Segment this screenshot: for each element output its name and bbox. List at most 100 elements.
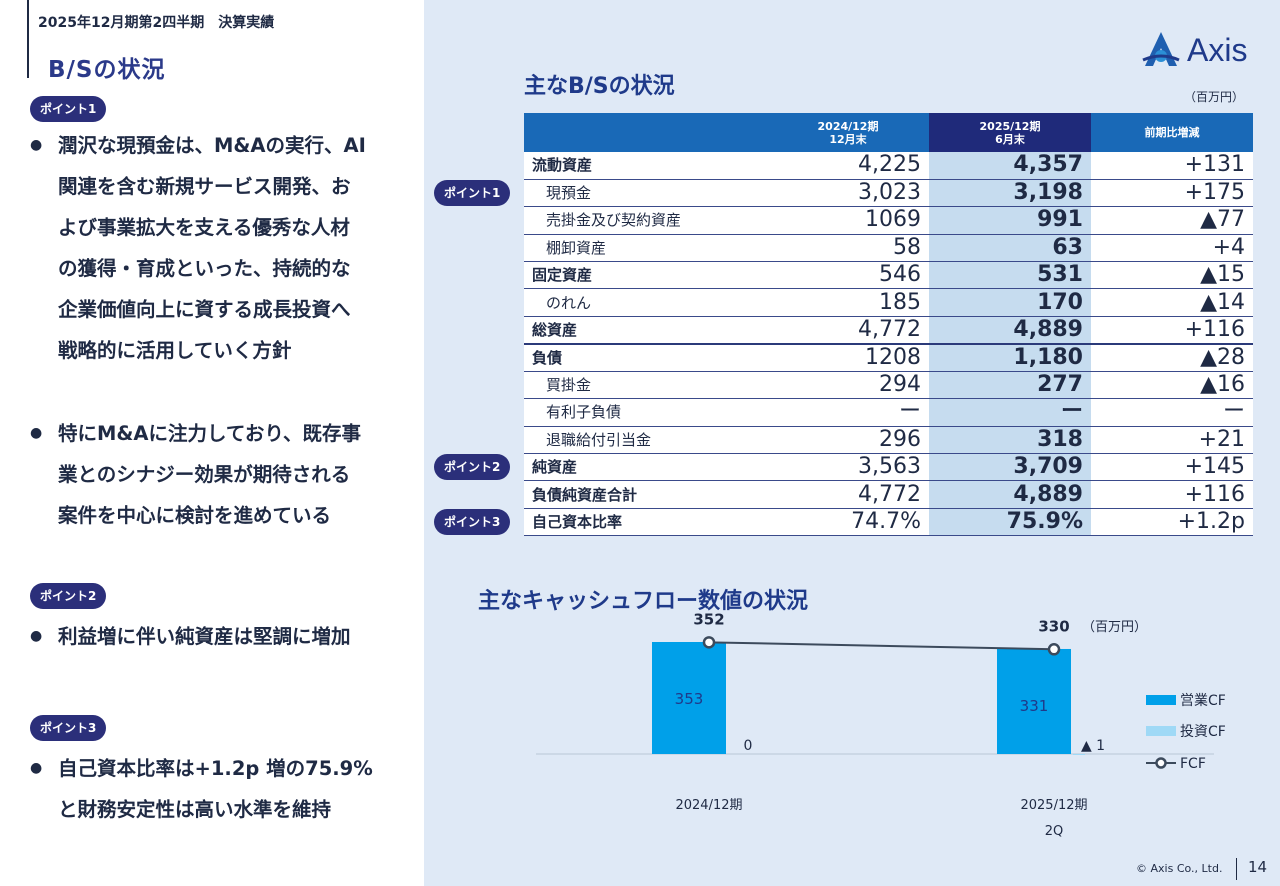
row-point-badge: ポイント2 xyxy=(434,453,511,480)
point-3-bullet-1: ● 自己資本比率は+1.2p 増の75.9% と財務安定性は高い水準を維持 xyxy=(30,748,420,830)
value-2024: 294 xyxy=(767,371,929,400)
point-1-bullet-1: ● 潤沢な現預金は、M&Aの実行、AI 関連を含む新規サービス開発、お よび事業… xyxy=(30,125,420,371)
value-diff: ▲16 xyxy=(1091,371,1253,400)
legend-swatch-investing-cf xyxy=(1146,726,1176,736)
bs-unit-label: （百万円） xyxy=(1184,90,1245,104)
value-diff: +21 xyxy=(1091,426,1253,455)
row-label: のれん xyxy=(524,288,767,317)
bullet-dot-icon: ● xyxy=(30,425,43,441)
value-2024: 4,225 xyxy=(767,152,929,180)
value-2024: ー xyxy=(767,398,929,427)
legend-label-investing-cf: 投資CF xyxy=(1180,724,1226,740)
bs-table: 2024/12期 12月末 2025/12期 6月末 前期比増減 流動資産 4,225… xyxy=(524,113,1253,537)
table-row: 負債 1208 1,180 ▲28 xyxy=(524,343,1253,372)
bullet-text: 特にM&Aに注力しており、既存事 業とのシナジー効果が期待される 案件を中心に検… xyxy=(58,422,362,527)
left-panel: 2025年12月期第2四半期 決算実績 B/Sの状況 ポイント1 ● 潤沢な現預… xyxy=(0,0,424,886)
row-label: 総資産 xyxy=(524,316,767,345)
table-row: 総資産 4,772 4,889 +116 xyxy=(524,316,1253,345)
row-label: 現預金 xyxy=(524,179,767,208)
value-2025: 531 xyxy=(929,261,1091,290)
page-number: 14 xyxy=(1248,858,1268,876)
bullet-text: 自己資本比率は+1.2p 増の75.9% と財務安定性は高い水準を維持 xyxy=(58,757,373,821)
bar-label-investing-cf: 0 xyxy=(744,738,753,754)
value-diff: ▲15 xyxy=(1091,261,1253,290)
point-badge-2: ポイント2 xyxy=(30,583,107,609)
legend-swatch-fcf-point xyxy=(1155,757,1167,769)
breadcrumb: 2025年12月期第2四半期 決算実績 xyxy=(38,15,275,31)
header-divider xyxy=(27,0,29,78)
table-row: 純資産 3,563 3,709 +145 xyxy=(524,453,1253,482)
row-label: 純資産 xyxy=(524,453,767,482)
bar-label-investing-cf: ▲ 1 xyxy=(1081,738,1105,754)
bar-label-operating-cf: 353 xyxy=(675,690,704,708)
table-row: 買掛金 294 277 ▲16 xyxy=(524,371,1253,400)
row-label: 買掛金 xyxy=(524,371,767,400)
value-2025: 318 xyxy=(929,426,1091,455)
table-row: 流動資産 4,225 4,357 +131 xyxy=(524,152,1253,180)
row-point-badge: ポイント1 xyxy=(434,179,511,206)
row-label: 負債純資産合計 xyxy=(524,480,767,509)
legend-label-operating-cf: 営業CF xyxy=(1180,693,1226,709)
x-tick-label: 2025/12期 xyxy=(1020,798,1087,813)
value-2024: 546 xyxy=(767,261,929,290)
value-2024: 1208 xyxy=(767,343,929,372)
bar-label-operating-cf: 331 xyxy=(1020,697,1049,715)
table-row: 有利子負債ーーー xyxy=(524,398,1253,427)
table-row: 自己資本比率 74.7% 75.9% +1.2p xyxy=(524,508,1253,537)
bs-table-header: 2024/12期 12月末 2025/12期 6月末 前期比増減 xyxy=(524,113,1253,152)
bar-operating-cf xyxy=(997,648,1071,754)
value-diff: ー xyxy=(1091,398,1253,427)
value-diff: +1.2p xyxy=(1091,508,1253,537)
value-diff: +131 xyxy=(1091,152,1253,180)
row-label: 負債 xyxy=(524,343,767,372)
footer-divider xyxy=(1236,858,1237,880)
bullet-dot-icon: ● xyxy=(30,137,43,153)
row-point-badge: ポイント3 xyxy=(434,508,511,535)
table-row: のれん 185 170 ▲14 xyxy=(524,288,1253,317)
point-badge-3: ポイント3 xyxy=(30,715,107,741)
value-2025: 4,889 xyxy=(929,480,1091,509)
value-2024: 1069 xyxy=(767,206,929,235)
value-2025: 63 xyxy=(929,234,1091,263)
value-2025: 3,709 xyxy=(929,453,1091,482)
row-label: 流動資産 xyxy=(524,152,767,180)
fcf-label: 352 xyxy=(693,610,724,628)
company-logo: Axis xyxy=(1139,30,1247,70)
value-2024: 4,772 xyxy=(767,480,929,509)
table-row: 負債純資産合計 4,772 4,889 +116 xyxy=(524,480,1253,509)
value-2024: 74.7% xyxy=(767,508,929,537)
row-label: 売掛金及び契約資産 xyxy=(524,206,767,235)
bs-section-title: 主なB/Sの状況 xyxy=(524,74,675,99)
value-2024: 296 xyxy=(767,426,929,455)
value-2025: 4,889 xyxy=(929,316,1091,345)
point-1-bullet-2: ● 特にM&Aに注力しており、既存事 業とのシナジー効果が期待される 案件を中心… xyxy=(30,413,420,536)
value-2025: 170 xyxy=(929,288,1091,317)
value-diff: ▲14 xyxy=(1091,288,1253,317)
table-row: 退職給付引当金 296 318 +21 xyxy=(524,426,1253,455)
row-label: 有利子負債 xyxy=(524,398,767,427)
legend-label-fcf: FCF xyxy=(1180,756,1206,772)
value-2025: 3,198 xyxy=(929,179,1091,208)
value-2025: ー xyxy=(929,398,1091,427)
value-diff: +4 xyxy=(1091,234,1253,263)
logo-text: Axis xyxy=(1187,31,1248,68)
bs-header-col-2: 2025/12期 6月末 xyxy=(929,113,1091,152)
value-diff: +116 xyxy=(1091,480,1253,509)
fcf-point xyxy=(1047,643,1061,656)
copyright: © Axis Co., Ltd. xyxy=(1136,862,1223,875)
page-title: B/Sの状況 xyxy=(48,57,166,83)
value-2024: 4,772 xyxy=(767,316,929,345)
value-2025: 991 xyxy=(929,206,1091,235)
value-2025: 1,180 xyxy=(929,343,1091,372)
value-2025: 75.9% xyxy=(929,508,1091,537)
row-label: 退職給付引当金 xyxy=(524,426,767,455)
value-2024: 3,563 xyxy=(767,453,929,482)
row-label: 固定資産 xyxy=(524,261,767,290)
value-diff: ▲28 xyxy=(1091,343,1253,372)
cf-section-title: 主なキャッシュフロー数値の状況 xyxy=(478,589,809,614)
fcf-line xyxy=(708,641,1055,651)
bs-header-col-1: 2024/12期 12月末 xyxy=(767,113,929,152)
table-row: 棚卸資産 58 63 +4 xyxy=(524,234,1253,263)
value-2025: 277 xyxy=(929,371,1091,400)
fcf-point xyxy=(702,636,716,649)
